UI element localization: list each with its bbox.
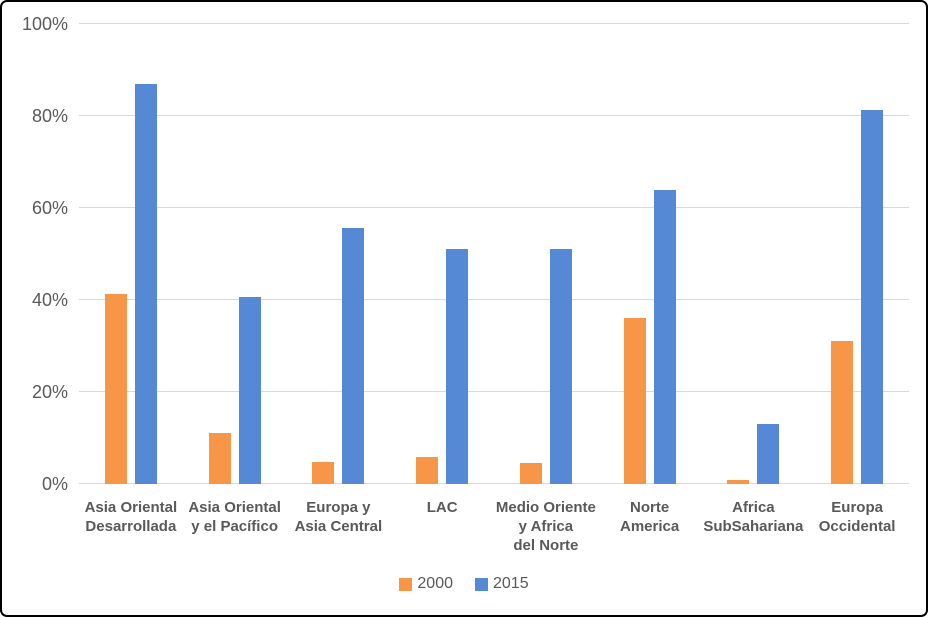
x-axis-label-LAC: LAC [426, 499, 458, 516]
legend-swatch-2000 [399, 577, 413, 591]
legend-item-2015: 2015 [475, 575, 529, 593]
x-axis-label-Europa Occidental: Europa Occidental [818, 499, 896, 535]
x-axis-label-Asia Oriental Desarrollada: Asia Oriental Desarrollada [84, 499, 178, 535]
x-axis-label-Medio Oriente y Africa del Norte: Medio Oriente y Africa del Norte [495, 499, 596, 554]
gridline-100 [79, 23, 909, 24]
bar-2000-Europa Occidental [831, 341, 854, 484]
x-axis-label-Norte America: Norte America [620, 499, 680, 535]
legend-label-2000: 2000 [417, 575, 453, 592]
legend-swatch-2015 [475, 577, 488, 591]
bar-2015-Asia Oriental Desarrollada [134, 83, 157, 484]
x-axis-label-Africa SubSahariana: Africa SubSahariana [703, 499, 804, 535]
y-tick-label-80: 80% [31, 106, 68, 126]
y-tick-label-0: 0% [41, 474, 68, 494]
gridline-80 [79, 115, 909, 116]
legend: 2000 2015 [2, 575, 926, 593]
x-axis-label-Europa y Asia Central: Europa y Asia Central [294, 499, 383, 535]
bar-2000-LAC [416, 457, 439, 484]
bar-2015-Africa SubSahariana [757, 424, 780, 484]
bar-2015-Europa Occidental [861, 110, 884, 484]
y-tick-label-40: 40% [31, 290, 68, 310]
bar-2015-LAC [446, 249, 469, 484]
bar-2015-Europa y Asia Central [342, 227, 365, 484]
bar-2000-Norte America [623, 318, 646, 484]
legend-item-2000: 2000 [399, 575, 453, 593]
y-tick-label-100: 100% [21, 14, 68, 34]
y-tick-label-20: 20% [31, 382, 68, 402]
y-tick-label-60: 60% [31, 198, 68, 218]
plot-area [79, 23, 909, 484]
gridline-20 [79, 391, 909, 392]
gridline-60 [79, 207, 909, 208]
bar-2000-Europa y Asia Central [312, 461, 335, 484]
gridline-0 [79, 483, 909, 484]
bar-2015-Asia Oriental y el Pacífico [238, 296, 261, 484]
bar-2000-Asia Oriental y el Pacífico [208, 433, 231, 484]
bar-2015-Medio Oriente y Africa del Norte [549, 249, 572, 484]
bar-2000-Medio Oriente y Africa del Norte [519, 463, 542, 484]
x-axis-label-Asia Oriental y el Pacífico: Asia Oriental y el Pacífico [188, 499, 281, 535]
legend-label-2015: 2015 [493, 575, 529, 592]
bar-2015-Norte America [653, 189, 676, 484]
bar-2000-Asia Oriental Desarrollada [104, 294, 127, 484]
gridline-40 [79, 299, 909, 300]
bar-2000-Africa SubSahariana [727, 480, 750, 484]
